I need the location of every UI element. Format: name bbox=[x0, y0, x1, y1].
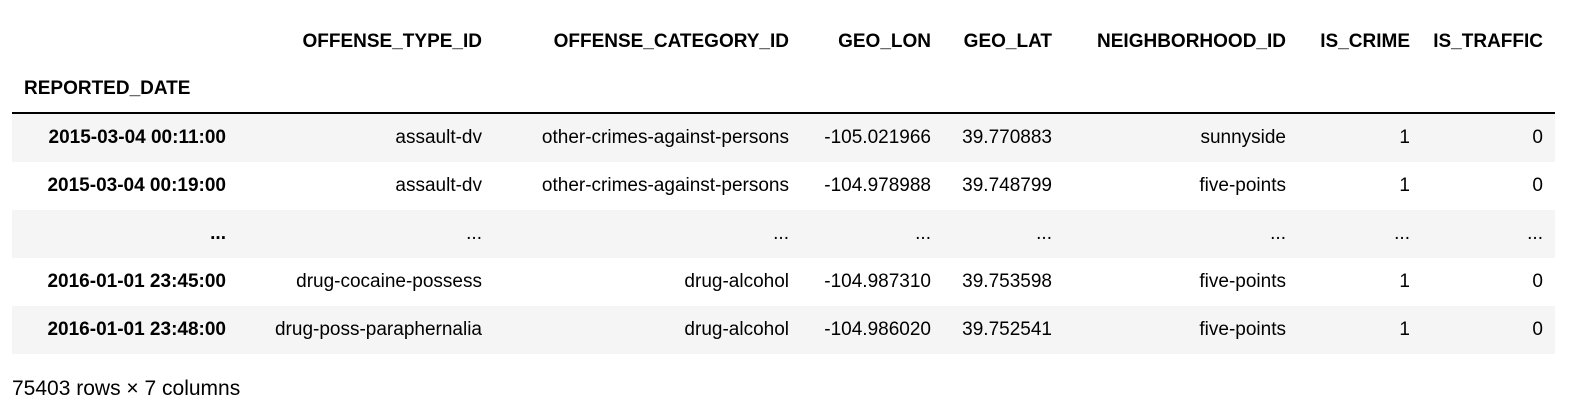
column-header-geo-lon: GEO_LON bbox=[838, 31, 931, 52]
row-index-cell: 2015-03-04 00:11:00 bbox=[48, 127, 226, 148]
table-cell: other-crimes-against-persons bbox=[541, 127, 789, 148]
table-cell: sunnyside bbox=[1200, 127, 1286, 148]
table-header: OFFENSE_TYPE_ID OFFENSE_CATEGORY_ID GEO_… bbox=[12, 18, 1555, 113]
table-row: 2016-01-01 23:48:00 drug-poss-paraphernal… bbox=[12, 306, 1555, 354]
row-index-cell: 2015-03-04 00:19:00 bbox=[47, 175, 226, 196]
table-cell: assault-dv bbox=[395, 175, 482, 196]
table-cell: 0 bbox=[1532, 319, 1543, 340]
table-cell: 39.752541 bbox=[962, 319, 1052, 340]
dataframe-output: OFFENSE_TYPE_ID OFFENSE_CATEGORY_ID GEO_… bbox=[12, 18, 1555, 354]
table-cell: assault-dv bbox=[395, 127, 482, 148]
table-row: 2016-01-01 23:45:00 drug-cocaine-possess d… bbox=[12, 258, 1555, 306]
table-cell: 1 bbox=[1399, 175, 1410, 196]
column-header-offense-type-id: OFFENSE_TYPE_ID bbox=[302, 31, 483, 52]
table-cell: 39.770883 bbox=[962, 127, 1052, 148]
table-cell: five-points bbox=[1199, 271, 1286, 292]
table-cell: drug-alcohol bbox=[684, 319, 789, 340]
column-header-offense-category-id: OFFENSE_CATEGORY_ID bbox=[553, 31, 789, 52]
table-cell: ... bbox=[773, 223, 789, 244]
table-cell: 0 bbox=[1532, 127, 1543, 148]
table-cell: -105.021966 bbox=[824, 127, 931, 148]
column-header-neighborhood-id: NEIGHBORHOOD_ID bbox=[1097, 31, 1286, 52]
column-header-geo-lat: GEO_LAT bbox=[963, 31, 1052, 52]
table-cell: ... bbox=[466, 223, 482, 244]
table-cell: 1 bbox=[1399, 127, 1410, 148]
table-cell: ... bbox=[1394, 223, 1410, 244]
column-header-is-traffic: IS_TRAFFIC bbox=[1433, 31, 1543, 52]
index-name-row: REPORTED_DATE bbox=[12, 66, 1555, 113]
index-name: REPORTED_DATE bbox=[24, 78, 191, 99]
table-cell: ... bbox=[915, 223, 931, 244]
table-cell: ... bbox=[1036, 223, 1052, 244]
table-cell: five-points bbox=[1199, 175, 1286, 196]
column-header-blank bbox=[12, 18, 238, 66]
table-row: 2015-03-04 00:11:00 assault-dv other-crime… bbox=[12, 113, 1555, 162]
column-header-row: OFFENSE_TYPE_ID OFFENSE_CATEGORY_ID GEO_… bbox=[12, 18, 1555, 66]
row-index-cell: 2016-01-01 23:48:00 bbox=[47, 319, 226, 340]
table-cell: 39.748799 bbox=[962, 175, 1052, 196]
table-cell: -104.978988 bbox=[824, 175, 931, 196]
table-cell: drug-alcohol bbox=[684, 271, 789, 292]
table-cell: ... bbox=[1270, 223, 1286, 244]
table-cell: drug-cocaine-possess bbox=[296, 271, 482, 292]
table-row: 2015-03-04 00:19:00 assault-dv other-crime… bbox=[12, 162, 1555, 210]
row-index-cell: ... bbox=[210, 223, 226, 244]
table-cell: 0 bbox=[1532, 271, 1543, 292]
table-cell: -104.987310 bbox=[824, 271, 931, 292]
dataframe-table: OFFENSE_TYPE_ID OFFENSE_CATEGORY_ID GEO_… bbox=[12, 18, 1555, 354]
table-cell: five-points bbox=[1199, 319, 1286, 340]
table-cell: drug-poss-paraphernalia bbox=[274, 319, 482, 340]
table-cell: -104.986020 bbox=[824, 319, 931, 340]
table-row: ........................ bbox=[12, 210, 1555, 258]
table-cell: 1 bbox=[1399, 319, 1410, 340]
row-index-cell: 2016-01-01 23:45:00 bbox=[47, 271, 226, 292]
table-cell: other-crimes-against-persons bbox=[541, 175, 789, 196]
table-cell: 0 bbox=[1532, 175, 1543, 196]
table-cell: 39.753598 bbox=[962, 271, 1052, 292]
column-header-is-crime: IS_CRIME bbox=[1320, 31, 1410, 52]
dataframe-shape-text: 75403 rows × 7 columns bbox=[12, 377, 241, 400]
table-cell: ... bbox=[1527, 223, 1543, 244]
table-cell: 1 bbox=[1399, 271, 1410, 292]
table-body: 2015-03-04 00:11:00 assault-dv other-crime… bbox=[12, 113, 1555, 354]
